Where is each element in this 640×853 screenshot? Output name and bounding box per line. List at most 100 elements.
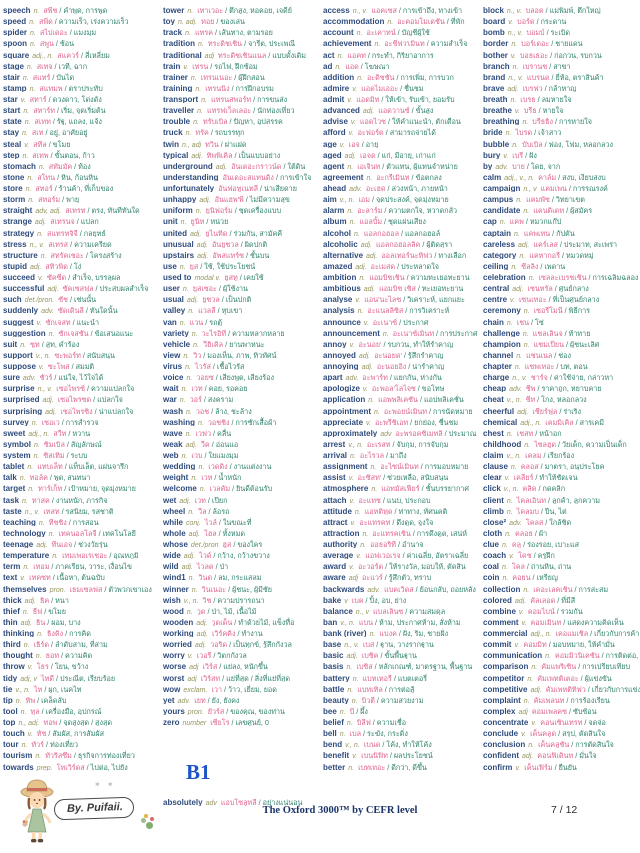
- entry-meaning: / น่าเสียดาย: [258, 184, 297, 193]
- entry-meaning: / ประมาท, สะเพร่า: [557, 239, 618, 248]
- entry-pos: v.: [349, 497, 355, 504]
- entry-transliteration: คัลเลอด: [530, 595, 556, 604]
- entry-pos: n.: [22, 608, 29, 615]
- entry-pos: n.: [357, 74, 363, 81]
- entry-word: alcohol: [323, 228, 352, 237]
- entry-word: step: [3, 150, 20, 159]
- entry-transliteration: เทรนนิง: [205, 83, 230, 92]
- entry-transliteration: แบรนด: [526, 72, 550, 81]
- entry-pos: n.: [48, 530, 55, 537]
- entry-word: authority: [323, 540, 358, 549]
- entry-transliteration: วูด: [196, 606, 206, 615]
- entry-pos: n.: [197, 108, 203, 115]
- entry-meaning: / ป่า, ไม้, เนื้อไม้: [205, 606, 257, 615]
- entry-pos: n.: [22, 74, 29, 81]
- entry-meaning: / วิทยาเขต: [549, 195, 585, 204]
- entry-word: arrest: [323, 439, 346, 448]
- entry-transliteration: อันฟอทูเนทลี: [218, 184, 258, 193]
- entry-transliteration: อะชีฟว'เมินท: [384, 39, 425, 48]
- entry-word: straight: [3, 206, 33, 215]
- vocab-entry: typical adj. ทิพพิเคิล / เป็นแบบอย่าง: [163, 148, 323, 159]
- entry-transliteration: เซนเทอะ: [518, 295, 547, 304]
- entry-word: analyse: [323, 295, 353, 304]
- entry-pos: adj., n.: [530, 631, 552, 638]
- entry-word: ban: [323, 617, 338, 626]
- entry-word: apologize: [323, 384, 360, 393]
- entry-meaning: / ของเล่น: [214, 17, 245, 26]
- vocab-entry: star v. สทาร์ / ดวงดาว, โด่งดัง: [3, 92, 163, 103]
- vocab-entry: aware adj อะแวร์ / รู้สึกตัว, ทราบ: [323, 570, 483, 581]
- entry-meaning: / ทำงาน: [235, 629, 263, 638]
- entry-pos: n.: [40, 252, 47, 259]
- entry-pos: n.: [198, 419, 204, 426]
- entry-transliteration: วีค: [200, 439, 210, 448]
- entry-transliteration: ทอล์ค: [29, 473, 48, 482]
- entry-transliteration: คัมแพริเซิน: [541, 662, 577, 671]
- entry-pos: n.: [179, 319, 186, 326]
- entry-pos: v.: [531, 720, 537, 727]
- vocab-column-2-rows: tower n. เทาเวอะ / ตึกสูง, หอคอย, เจดีย์ to…: [163, 3, 323, 726]
- entry-word: symbol: [3, 439, 32, 448]
- entry-word: successful: [3, 284, 45, 293]
- vocab-entry: bank (river) n. แบงค / ฝั่ง, ริม, ชายฝั่ง: [323, 626, 483, 637]
- vocab-entry: charge n., v. ชาร์จ / ค่าใช้จ่าย, กล่าวหา: [483, 370, 640, 381]
- entry-pos: n.: [28, 197, 35, 204]
- entry-pos: n.: [33, 453, 40, 460]
- entry-meaning: / แย่ลง, หนักขึ้น: [217, 662, 268, 671]
- vocab-entry: wish v., n. วิช / ความปรารถนา: [163, 593, 323, 604]
- entry-meaning: / กล้าหาญ: [542, 83, 577, 92]
- entry-meaning: / แมงมุม: [67, 28, 97, 37]
- vocab-entry: apart adv. อะพาร์ท / แยกกัน, ห่างกัน: [323, 370, 483, 381]
- entry-pos: n.: [545, 653, 551, 660]
- entry-meaning: / ภาคเรียน, วาระ, เงื่อนไข: [49, 562, 132, 571]
- entry-word: weight: [163, 473, 189, 482]
- vocab-entry: attitude n. แอทติทูด / ท่าทาง, ทัศนคติ: [323, 504, 483, 515]
- entry-meaning: / ความหลากหลาย: [226, 328, 285, 337]
- entry-word: system: [3, 451, 31, 460]
- entry-meaning: / เลขศูนย์, 0: [229, 718, 269, 727]
- entry-meaning: / ผ้า: [532, 528, 548, 537]
- entry-pos: n.: [512, 141, 519, 148]
- entry-word: touch: [3, 729, 25, 738]
- entry-pos: n., v: [355, 608, 370, 615]
- entry-pos: v: [344, 597, 348, 604]
- vocab-entry: candidate n. แคนดิเดท / ผู้สมัคร: [483, 203, 640, 214]
- entry-transliteration: แอดวานซ์: [378, 106, 410, 115]
- entry-word: chapter: [483, 362, 512, 371]
- entry-pos: n.: [348, 764, 355, 771]
- entry-pos: n.: [33, 8, 40, 15]
- entry-word: van: [163, 317, 177, 326]
- entry-transliteration: แคพเทน: [523, 228, 551, 237]
- vocab-entry: underground adj. อันเดอะกราวน์ด / ใต้ดิน: [163, 159, 323, 170]
- entry-pos: adj., v., n.: [504, 174, 535, 181]
- entry-word: category: [483, 250, 517, 259]
- entry-pos: n.: [511, 41, 518, 48]
- vocab-entry: breathe v. บรีธ / หายใจ: [483, 103, 640, 114]
- entry-meaning: / สัมผัส, การสัมผัส: [46, 729, 105, 738]
- entry-pos: v.: [38, 275, 43, 282]
- entry-meaning: / ทำด้วยไม้, แข็งทื่อ: [232, 617, 295, 626]
- entry-meaning: / ที่เป็นศูนย์กลาง: [546, 295, 600, 304]
- entry-word: brave: [483, 83, 505, 92]
- entry-meaning: / ของใคร: [231, 540, 263, 549]
- entry-word: spoon: [3, 39, 27, 48]
- entry-meaning: / การตัดสินใจ: [569, 740, 614, 749]
- vocab-entry: bell n. เบล / ระฆัง, กระดิ่ง: [323, 726, 483, 737]
- vocab-entry: apologize v. อะพอล'โลไจซ / ขอโทษ: [323, 381, 483, 392]
- entry-transliteration: เชียร์ฟูล: [532, 406, 558, 415]
- vocab-entry: towards prep. โทเวิร์ดส / ไปต่อ, ไปยัง: [3, 760, 163, 771]
- entry-word: traveller: [163, 106, 195, 115]
- entry-word: war: [163, 395, 177, 404]
- signature-pill: By. Puifaii.: [53, 796, 135, 821]
- vocab-entry: approximately adv อะพรอคซิเมทลิ / ประมาณ: [323, 426, 483, 437]
- vocab-entry: bother v. บอธเธอะ / ก่อกวน, รบกวน: [483, 48, 640, 59]
- entry-transliteration: เชสท: [516, 428, 534, 437]
- entry-meaning: / ยี่ห้อ, ตราสินค้า: [549, 72, 604, 81]
- vocab-entry: understanding อันเดอะสแทนดิง / การเข้าใจ: [163, 170, 323, 181]
- entry-pos: adj.: [346, 653, 358, 660]
- entry-transliteration: คลอธ: [514, 528, 533, 537]
- entry-pos: v.: [339, 141, 345, 148]
- entry-word: storm: [3, 195, 26, 204]
- entry-transliteration: ทอพ: [43, 718, 58, 727]
- entry-transliteration: บอร์ด: [517, 17, 535, 26]
